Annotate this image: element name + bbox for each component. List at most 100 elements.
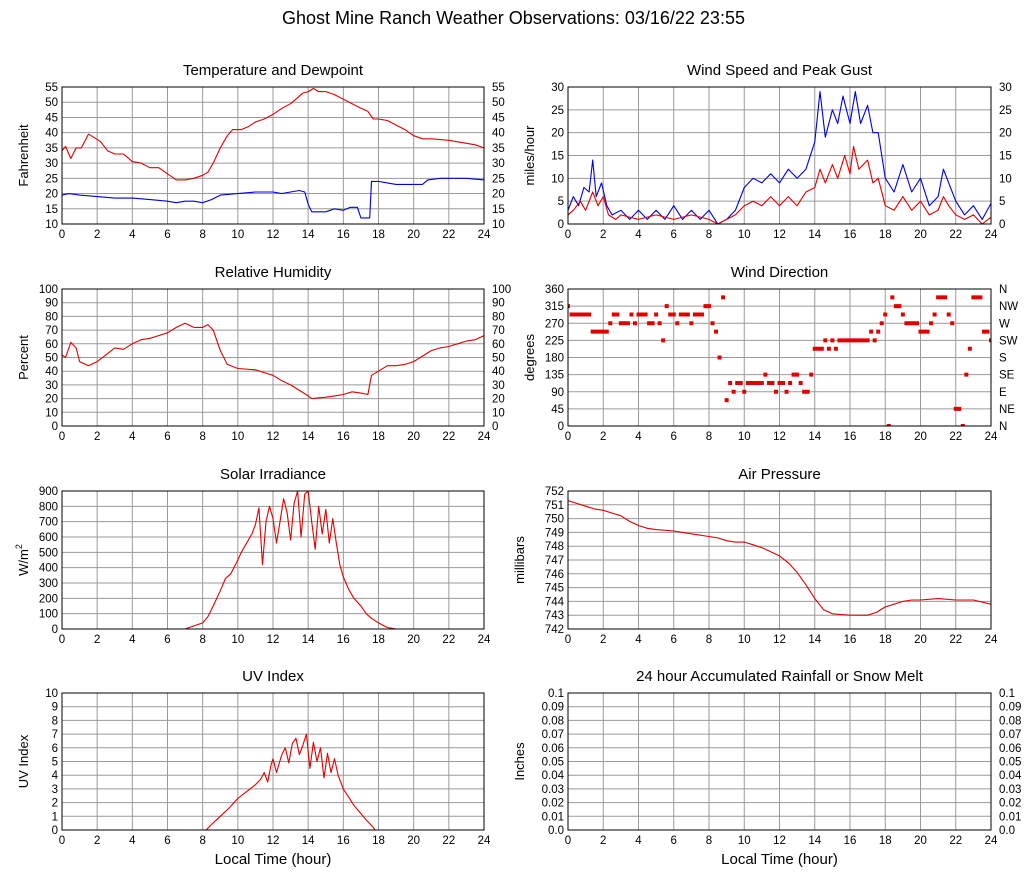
right-tick-label: 0.04: [999, 770, 1022, 782]
y-axis-label-sup: 2: [14, 544, 24, 549]
right-tick-label: NW: [999, 301, 1018, 313]
y-tick-label: 700: [39, 517, 58, 529]
x-tick-label: 8: [706, 431, 712, 443]
y-tick-label: 0.08: [542, 715, 564, 727]
x-tick-label: 10: [231, 835, 244, 847]
y-tick-label: 0.0: [548, 825, 564, 837]
x-tick-label: 6: [671, 229, 677, 241]
y-tick-label: 40: [45, 128, 58, 140]
y-axis-label-text: miles/hour: [522, 125, 537, 186]
y-tick-label: 270: [545, 318, 564, 330]
y-tick-label: 751: [545, 500, 564, 512]
y-tick-label: 45: [551, 404, 564, 416]
data-point: [717, 355, 722, 360]
data-point: [784, 389, 789, 394]
y-tick-label: 55: [45, 82, 58, 94]
x-tick-label: 12: [773, 634, 786, 646]
y-tick-label: 747: [545, 555, 564, 567]
chart-title: Relative Humidity: [215, 264, 332, 281]
data-point: [960, 424, 965, 426]
y-tick-label: 25: [45, 173, 58, 185]
data-point: [611, 312, 616, 317]
y-axis-label-text: UV Index: [16, 734, 31, 788]
x-tick-label: 2: [94, 229, 100, 241]
x-tick-label: 2: [94, 634, 100, 646]
right-tick-label: 15: [999, 151, 1012, 163]
y-tick-label: 100: [39, 609, 58, 621]
right-tick-label: 30: [492, 158, 505, 170]
series-line: [568, 91, 991, 224]
y-tick-label: 0.04: [542, 770, 565, 782]
y-tick-label: 0.05: [542, 757, 564, 769]
data-point: [862, 338, 867, 343]
right-tick-label: 50: [492, 97, 505, 109]
y-tick-label: 743: [545, 610, 564, 622]
right-tick-label: 90: [492, 298, 505, 310]
data-point: [590, 329, 595, 334]
y-tick-label: 900: [39, 486, 58, 498]
data-point: [900, 312, 905, 317]
x-tick-label: 6: [671, 634, 677, 646]
x-axis-label: Local Time (hour): [215, 851, 332, 868]
right-tick-label: 50: [492, 353, 505, 365]
right-tick-label: 25: [999, 105, 1012, 117]
data-point: [668, 312, 673, 317]
data-point: [886, 424, 891, 426]
right-tick-label: 45: [492, 112, 505, 124]
data-point: [823, 338, 828, 343]
x-tick-label: 16: [844, 229, 857, 241]
x-tick-label: 16: [337, 229, 350, 241]
data-point: [971, 295, 976, 300]
data-point: [844, 338, 849, 343]
y-tick-label: 800: [39, 501, 58, 513]
y-tick-label: 746: [545, 569, 564, 581]
right-tick-label: N: [999, 421, 1007, 433]
data-point: [632, 321, 637, 326]
data-point: [721, 295, 726, 300]
x-tick-label: 8: [706, 634, 712, 646]
x-tick-label: 8: [199, 634, 205, 646]
x-tick-label: 16: [844, 634, 857, 646]
right-tick-label: 30: [492, 380, 505, 392]
data-point: [580, 312, 585, 317]
x-tick-label: 8: [706, 835, 712, 847]
x-tick-label: 18: [372, 634, 385, 646]
series-line: [62, 87, 484, 181]
data-point: [714, 329, 719, 334]
y-tick-label: 50: [45, 97, 58, 109]
data-point: [974, 295, 979, 300]
x-tick-label: 10: [738, 431, 751, 443]
y-tick-label: 15: [45, 204, 58, 216]
right-tick-label: 20: [999, 128, 1012, 140]
y-axis-label-text: Inches: [512, 742, 527, 781]
data-point: [629, 312, 634, 317]
data-point: [703, 304, 708, 309]
data-point: [953, 406, 958, 411]
data-point: [851, 338, 856, 343]
data-point: [922, 329, 927, 334]
data-point: [855, 338, 860, 343]
data-point: [840, 338, 845, 343]
data-point: [872, 338, 877, 343]
series-line: [62, 491, 484, 629]
y-tick-label: 600: [39, 532, 58, 544]
x-tick-label: 22: [442, 634, 455, 646]
right-tick-label: 0.01: [999, 811, 1021, 823]
y-tick-label: 7: [52, 729, 58, 741]
y-tick-label: 20: [551, 128, 564, 140]
y-tick-label: 90: [551, 387, 564, 399]
y-tick-label: 6: [52, 743, 58, 755]
x-tick-label: 20: [914, 229, 927, 241]
x-tick-label: 14: [808, 431, 821, 443]
y-tick-label: 10: [45, 407, 58, 419]
x-tick-label: 12: [267, 229, 280, 241]
y-tick-label: 30: [551, 82, 564, 94]
y-tick-label: 400: [39, 563, 58, 575]
data-point: [650, 321, 655, 326]
data-point: [883, 312, 888, 317]
plot-frame: [567, 490, 992, 630]
data-point: [978, 295, 983, 300]
series-line: [568, 500, 991, 616]
data-point: [985, 329, 990, 334]
